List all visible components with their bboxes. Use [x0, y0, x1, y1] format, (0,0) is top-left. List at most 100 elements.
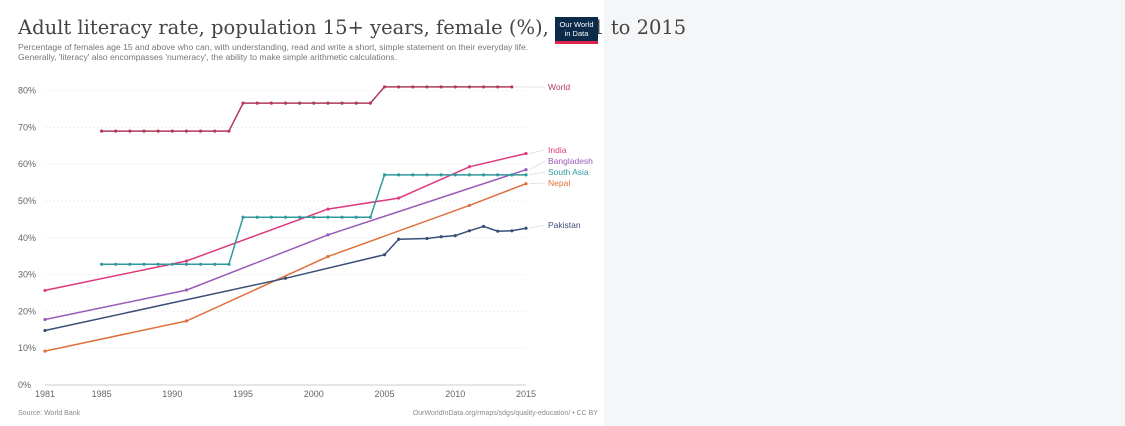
data-point-south-asia[interactable]	[283, 215, 288, 219]
data-point-pakistan[interactable]	[397, 237, 401, 241]
data-point-south-asia[interactable]	[510, 173, 514, 177]
data-point-south-asia[interactable]	[156, 262, 160, 266]
data-point-world[interactable]	[496, 85, 500, 89]
data-point-world[interactable]	[142, 129, 146, 133]
data-point-bangladesh[interactable]	[326, 233, 330, 237]
data-point-pakistan[interactable]	[453, 233, 457, 238]
data-point-south-asia[interactable]	[481, 173, 486, 177]
data-point-south-asia[interactable]	[99, 262, 104, 266]
data-point-south-asia[interactable]	[326, 215, 330, 219]
data-point-south-asia[interactable]	[213, 262, 217, 266]
data-point-south-asia[interactable]	[199, 262, 203, 266]
data-point-world[interactable]	[510, 85, 514, 89]
data-point-pakistan[interactable]	[43, 328, 47, 333]
data-point-world[interactable]	[255, 101, 259, 105]
data-point-india[interactable]	[326, 207, 330, 211]
credit-link[interactable]: OurWorldInData.org/rmaps/sdgs/quality-ed…	[412, 410, 598, 417]
data-point-world[interactable]	[269, 101, 273, 105]
data-point-south-asia[interactable]	[227, 262, 231, 266]
data-point-south-asia[interactable]	[425, 173, 429, 177]
data-point-world[interactable]	[312, 101, 316, 105]
data-point-nepal[interactable]	[326, 254, 330, 259]
series-label-nepal[interactable]: Nepal	[548, 178, 570, 188]
data-point-world[interactable]	[227, 129, 231, 133]
data-point-pakistan[interactable]	[467, 229, 472, 233]
data-point-south-asia[interactable]	[255, 215, 259, 219]
data-point-world[interactable]	[354, 101, 358, 105]
data-point-pakistan[interactable]	[481, 224, 486, 228]
data-point-south-asia[interactable]	[453, 173, 457, 177]
data-point-pakistan[interactable]	[283, 276, 288, 280]
series-line-nepal[interactable]	[44, 182, 527, 352]
data-point-south-asia[interactable]	[411, 173, 415, 177]
data-point-south-asia[interactable]	[128, 262, 132, 266]
data-point-world[interactable]	[425, 85, 429, 89]
data-point-south-asia[interactable]	[184, 262, 189, 266]
data-point-south-asia[interactable]	[312, 215, 316, 219]
data-point-india[interactable]	[397, 196, 401, 200]
data-point-world[interactable]	[326, 101, 330, 105]
data-point-nepal[interactable]	[524, 182, 528, 186]
data-point-world[interactable]	[283, 101, 288, 105]
series-label-world[interactable]: World	[548, 82, 570, 92]
data-point-world[interactable]	[156, 129, 160, 133]
data-point-south-asia[interactable]	[496, 173, 500, 177]
data-point-nepal[interactable]	[467, 203, 472, 208]
data-point-india[interactable]	[43, 288, 47, 293]
data-point-bangladesh[interactable]	[524, 168, 528, 172]
data-point-world[interactable]	[397, 85, 401, 89]
data-point-south-asia[interactable]	[241, 215, 245, 219]
series-line-south-asia[interactable]	[101, 174, 526, 266]
data-point-south-asia[interactable]	[439, 173, 443, 177]
data-point-world[interactable]	[184, 129, 189, 133]
data-point-world[interactable]	[298, 101, 302, 105]
data-point-south-asia[interactable]	[269, 215, 273, 219]
data-point-south-asia[interactable]	[354, 215, 358, 219]
data-point-pakistan[interactable]	[510, 229, 514, 233]
series-label-pakistan[interactable]: Pakistan	[548, 220, 581, 230]
data-point-south-asia[interactable]	[467, 173, 472, 177]
data-point-south-asia[interactable]	[114, 262, 118, 266]
data-point-world[interactable]	[453, 85, 457, 89]
data-point-pakistan[interactable]	[496, 229, 500, 233]
series-label-bangladesh[interactable]: Bangladesh	[548, 156, 593, 166]
owid-logo[interactable]: Our World in Data	[555, 17, 598, 44]
data-point-nepal[interactable]	[43, 349, 47, 353]
data-point-world[interactable]	[213, 129, 217, 133]
data-point-south-asia[interactable]	[298, 215, 302, 219]
series-label-india[interactable]: India	[548, 145, 567, 155]
data-point-bangladesh[interactable]	[43, 317, 47, 322]
data-point-world[interactable]	[241, 101, 245, 105]
data-point-world[interactable]	[199, 129, 203, 133]
data-point-south-asia[interactable]	[368, 215, 372, 219]
data-point-pakistan[interactable]	[382, 253, 387, 257]
data-point-south-asia[interactable]	[340, 215, 344, 219]
data-point-world[interactable]	[439, 85, 443, 89]
series-line-world[interactable]	[101, 86, 512, 132]
data-point-world[interactable]	[99, 129, 104, 133]
data-point-world[interactable]	[467, 85, 472, 89]
data-point-south-asia[interactable]	[524, 173, 528, 177]
data-point-bangladesh[interactable]	[184, 288, 189, 292]
data-point-world[interactable]	[128, 129, 132, 133]
series-line-india[interactable]	[44, 152, 527, 292]
data-point-south-asia[interactable]	[142, 262, 146, 266]
series-label-south-asia[interactable]: South Asia	[548, 167, 589, 177]
data-point-south-asia[interactable]	[382, 173, 387, 177]
data-point-pakistan[interactable]	[425, 236, 429, 241]
data-point-world[interactable]	[340, 101, 344, 105]
data-point-world[interactable]	[382, 85, 387, 89]
data-point-world[interactable]	[114, 129, 118, 133]
series-line-bangladesh[interactable]	[44, 168, 527, 321]
data-point-world[interactable]	[481, 85, 486, 89]
data-point-india[interactable]	[467, 165, 472, 169]
data-point-south-asia[interactable]	[170, 262, 174, 266]
data-point-india[interactable]	[524, 151, 528, 156]
data-point-india[interactable]	[184, 259, 189, 263]
data-point-pakistan[interactable]	[524, 226, 528, 230]
data-point-nepal[interactable]	[184, 319, 189, 323]
series-line-pakistan[interactable]	[44, 225, 527, 332]
data-point-world[interactable]	[170, 129, 174, 133]
data-point-world[interactable]	[411, 85, 415, 89]
data-point-south-asia[interactable]	[397, 173, 401, 177]
